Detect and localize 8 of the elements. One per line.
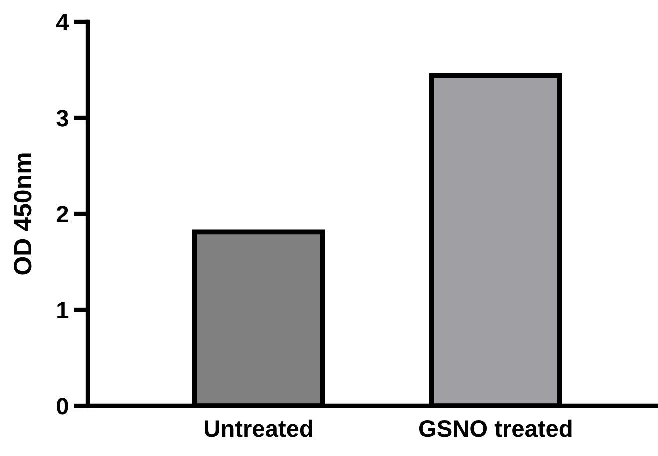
y-axis-title: OD 450nm (14, 154, 32, 275)
x-tick-label: Untreated (205, 420, 312, 438)
y-tick-label: 4 (56, 14, 70, 31)
y-tick-label: 1 (58, 302, 69, 319)
y-tick-label: 0 (57, 398, 68, 415)
y-tick-label: 2 (56, 206, 68, 223)
y-tick-label: 3 (56, 110, 68, 127)
x-tick-label: GSNO treated (419, 420, 572, 438)
